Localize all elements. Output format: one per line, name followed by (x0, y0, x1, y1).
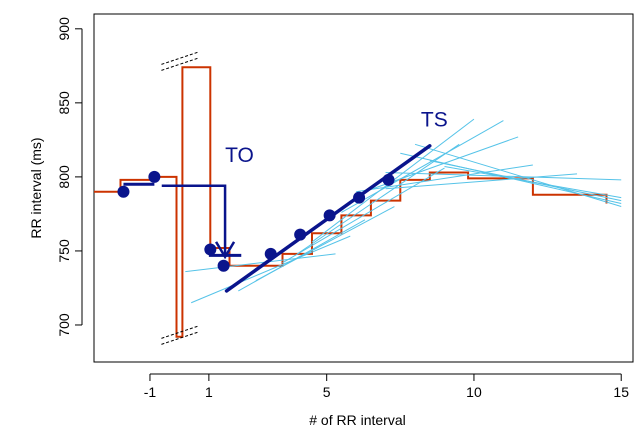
data-dot-4 (264, 247, 277, 260)
x-axis-label: # of RR interval (309, 412, 405, 428)
plot-frame (93, 13, 634, 363)
annotation-ts: TS (421, 109, 448, 132)
y-tick-label-3: 850 (56, 91, 72, 115)
to-arrow-layer (123, 182, 242, 260)
data-dot-3 (217, 259, 230, 272)
tangent-line-7 (341, 120, 504, 213)
x-tick-label-2: 5 (323, 384, 331, 400)
y-tick-label-4: 900 (56, 17, 72, 41)
x-tick-label-0: -1 (144, 384, 157, 400)
data-dot-0 (117, 185, 130, 198)
break-mark-1-0 (161, 51, 198, 65)
break-mark-0-1 (161, 331, 198, 345)
y-tick-label-2: 800 (56, 165, 72, 189)
tangent-line-0 (185, 253, 336, 273)
tangent-line-4 (282, 167, 445, 264)
rr-step-line (94, 66, 608, 338)
y-axis-label: RR interval (ms) (28, 137, 44, 238)
tangent-line-8 (355, 136, 519, 196)
y-tick-label-1: 750 (56, 239, 72, 263)
break-mark-1-1 (161, 57, 198, 71)
data-dot-5 (294, 228, 307, 241)
data-dot-7 (353, 191, 366, 204)
dots-layer (117, 170, 395, 272)
tangent-line-13 (414, 143, 622, 207)
tangent-line-15 (444, 166, 622, 199)
tangent-line-3 (255, 206, 395, 281)
annotations-layer: TO TS (225, 109, 448, 168)
data-dot-6 (323, 209, 336, 222)
tangent-line-1 (191, 235, 351, 304)
to-arrow-shaft (161, 184, 227, 257)
data-dot-2 (204, 243, 217, 256)
data-dot-8 (382, 173, 395, 186)
x-tick-label-3: 10 (466, 384, 482, 400)
x-tick-label-4: 15 (613, 384, 629, 400)
x-tick-label-1: 1 (205, 384, 213, 400)
break-mark-0-0 (161, 325, 198, 339)
tangent-line-9 (356, 164, 533, 193)
tangent-line-5 (296, 143, 460, 255)
break-marks-layer (161, 51, 198, 345)
annotation-to: TO (225, 144, 254, 167)
data-dot-1 (148, 170, 161, 183)
rr-step-layer (94, 66, 608, 338)
tangent-line-10 (385, 173, 578, 190)
tangent-lines-layer (185, 118, 622, 304)
y-tick-label-0: 700 (56, 313, 72, 337)
